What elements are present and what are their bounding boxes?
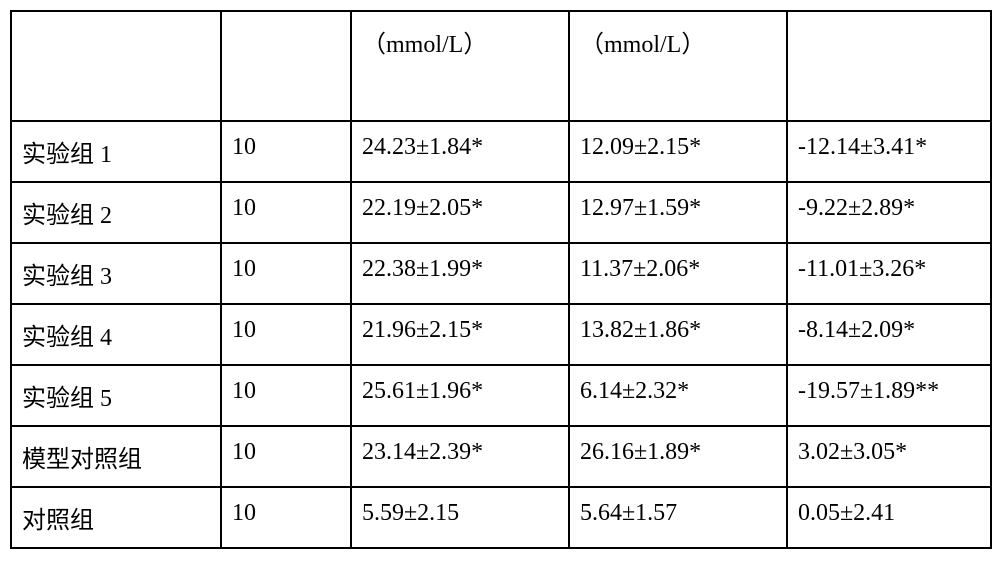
- row-label: 对照组: [11, 487, 221, 548]
- row-v2: 6.14±2.32*: [569, 365, 787, 426]
- table-row: 实验组 4 10 21.96±2.15* 13.82±1.86* -8.14±2…: [11, 304, 991, 365]
- row-label: 实验组 1: [11, 121, 221, 182]
- row-v2: 12.97±1.59*: [569, 182, 787, 243]
- row-v2: 13.82±1.86*: [569, 304, 787, 365]
- table-row: 实验组 5 10 25.61±1.96* 6.14±2.32* -19.57±1…: [11, 365, 991, 426]
- row-n: 10: [221, 182, 351, 243]
- row-v2: 26.16±1.89*: [569, 426, 787, 487]
- row-label: 实验组 4: [11, 304, 221, 365]
- row-n: 10: [221, 365, 351, 426]
- row-label: 实验组 2: [11, 182, 221, 243]
- row-v1: 22.38±1.99*: [351, 243, 569, 304]
- row-label: 模型对照组: [11, 426, 221, 487]
- row-v2: 12.09±2.15*: [569, 121, 787, 182]
- header-cell-3: （mmol/L）: [569, 11, 787, 121]
- row-n: 10: [221, 121, 351, 182]
- row-label: 实验组 5: [11, 365, 221, 426]
- row-v1: 23.14±2.39*: [351, 426, 569, 487]
- table-row: 对照组 10 5.59±2.15 5.64±1.57 0.05±2.41: [11, 487, 991, 548]
- header-cell-0: [11, 11, 221, 121]
- table-row: 实验组 1 10 24.23±1.84* 12.09±2.15* -12.14±…: [11, 121, 991, 182]
- row-v3: -19.57±1.89**: [787, 365, 991, 426]
- row-v1: 22.19±2.05*: [351, 182, 569, 243]
- row-n: 10: [221, 304, 351, 365]
- header-cell-2: （mmol/L）: [351, 11, 569, 121]
- table-row: 实验组 2 10 22.19±2.05* 12.97±1.59* -9.22±2…: [11, 182, 991, 243]
- row-v3: -11.01±3.26*: [787, 243, 991, 304]
- row-v1: 21.96±2.15*: [351, 304, 569, 365]
- row-v3: 0.05±2.41: [787, 487, 991, 548]
- header-cell-1: [221, 11, 351, 121]
- row-n: 10: [221, 487, 351, 548]
- row-v2: 5.64±1.57: [569, 487, 787, 548]
- table-header-row: （mmol/L） （mmol/L）: [11, 11, 991, 121]
- row-n: 10: [221, 243, 351, 304]
- row-v1: 5.59±2.15: [351, 487, 569, 548]
- row-v2: 11.37±2.06*: [569, 243, 787, 304]
- table-row: 模型对照组 10 23.14±2.39* 26.16±1.89* 3.02±3.…: [11, 426, 991, 487]
- table-row: 实验组 3 10 22.38±1.99* 11.37±2.06* -11.01±…: [11, 243, 991, 304]
- row-n: 10: [221, 426, 351, 487]
- row-v3: 3.02±3.05*: [787, 426, 991, 487]
- header-cell-4: [787, 11, 991, 121]
- row-label: 实验组 3: [11, 243, 221, 304]
- row-v3: -12.14±3.41*: [787, 121, 991, 182]
- row-v1: 24.23±1.84*: [351, 121, 569, 182]
- row-v3: -8.14±2.09*: [787, 304, 991, 365]
- data-table: （mmol/L） （mmol/L） 实验组 1 10 24.23±1.84* 1…: [10, 10, 992, 549]
- row-v3: -9.22±2.89*: [787, 182, 991, 243]
- row-v1: 25.61±1.96*: [351, 365, 569, 426]
